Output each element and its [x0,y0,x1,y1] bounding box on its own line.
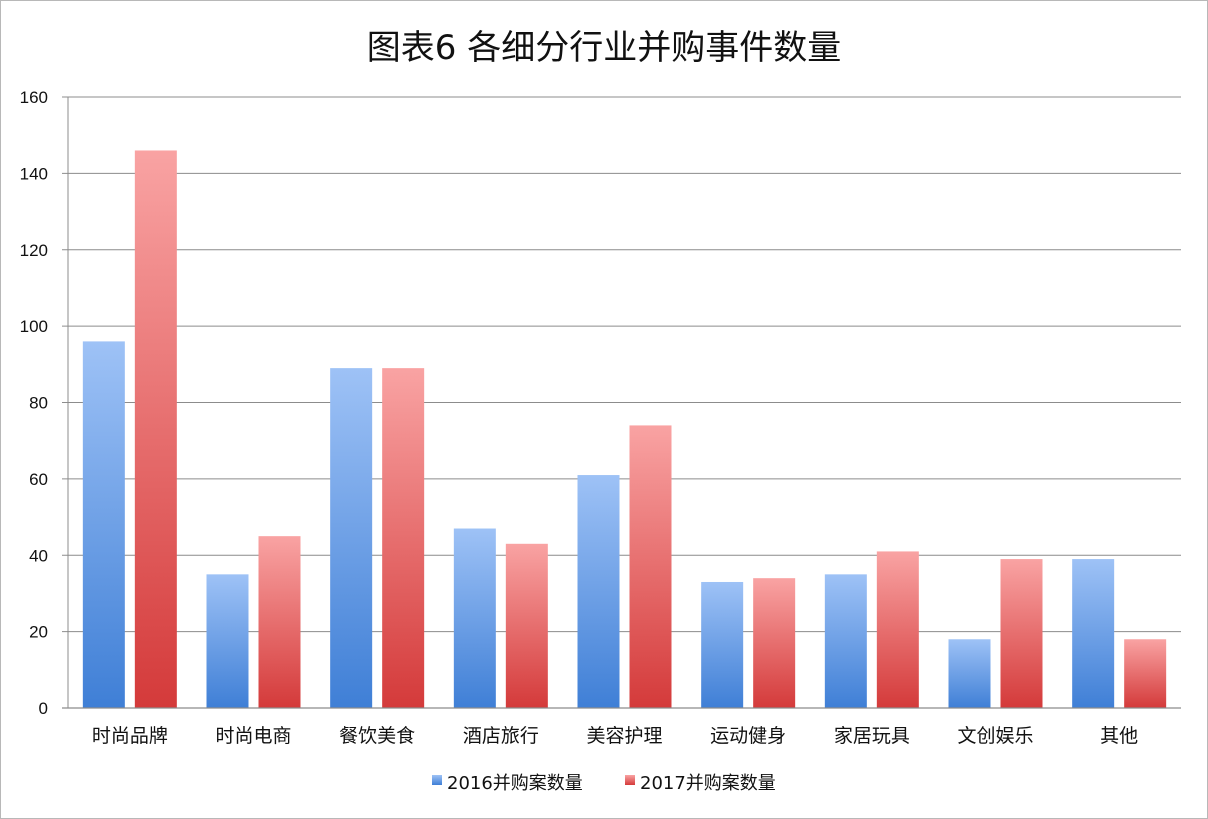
ytick-label: 20 [29,623,48,642]
x-category-label: 文创娱乐 [957,725,1033,747]
chart-title: 图表6 各细分行业并购事件数量 [367,28,841,68]
ytick-label: 140 [20,164,48,183]
bar-2017-5 [629,425,672,708]
axes [62,97,1181,709]
bar-2016-3 [330,368,373,708]
x-category-label: 其他 [1100,725,1138,747]
ytick-label: 40 [29,546,48,565]
legend-swatch-2017 [625,775,635,785]
ytick-label: 80 [29,394,48,413]
legend: 2016并购案数量 2017并购案数量 [432,773,776,794]
bar-2017-4 [505,543,548,708]
ytick-label: 120 [20,241,48,260]
x-category-label: 家居玩具 [834,725,910,747]
bars [82,150,1167,708]
legend-swatch-2016 [432,775,442,785]
bar-2016-7 [824,574,867,708]
bar-2017-9 [1124,639,1167,708]
bar-2017-8 [1000,559,1043,708]
gridlines [68,96,1181,633]
x-category-label: 运动健身 [710,725,786,747]
x-category-label: 美容护理 [586,725,662,747]
bar-2017-6 [753,578,796,708]
bar-2016-9 [1072,559,1115,708]
ytick-label: 160 [20,88,48,107]
legend-label-2017: 2017并购案数量 [640,773,776,794]
x-category-label: 时尚电商 [215,725,291,747]
bar-2016-1 [82,341,125,708]
ytick-label: 100 [20,317,48,336]
ytick-label: 60 [29,470,48,489]
bar-2017-3 [382,368,425,708]
bar-2016-8 [948,639,991,708]
y-axis-ticks: 0 20 40 60 80 100 120 140 160 [20,88,68,718]
x-category-label: 酒店旅行 [463,725,539,747]
bar-2017-1 [134,150,177,708]
bar-2016-2 [206,574,249,708]
x-axis-categories: 时尚品牌 时尚电商 餐饮美食 酒店旅行 美容护理 运动健身 家居玩具 文创娱乐 其他 [92,725,1138,747]
bar-2017-2 [258,536,301,708]
bar-2016-5 [577,475,620,708]
x-category-label: 餐饮美食 [339,725,415,747]
bar-2016-4 [453,528,496,708]
bar-2016-6 [701,581,744,708]
ytick-label: 0 [39,699,48,718]
x-category-label: 时尚品牌 [92,725,168,747]
bar-2017-7 [876,551,919,708]
legend-label-2016: 2016并购案数量 [447,773,583,794]
